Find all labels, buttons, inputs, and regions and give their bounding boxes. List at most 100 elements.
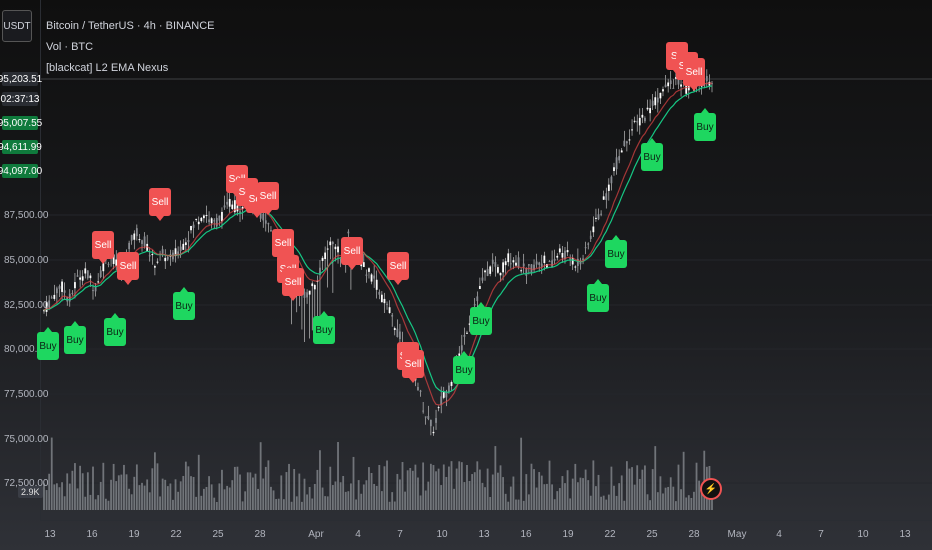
candle-body	[669, 80, 672, 85]
price-axis[interactable]: 95,203.51 02:37:13 95,007.55 94,611.99 9…	[0, 0, 49, 520]
symbol-title[interactable]: Bitcoin / TetherUS · 4h · BINANCE	[46, 20, 215, 32]
candle-body	[605, 193, 608, 201]
candle-body	[533, 264, 535, 270]
candle-body	[63, 290, 66, 293]
candle-body	[625, 141, 628, 144]
volume-bar	[687, 495, 690, 510]
volume-bar	[133, 476, 136, 510]
volume-bar	[592, 460, 595, 510]
volume-bar	[203, 488, 205, 510]
candle-body	[187, 240, 190, 243]
volume-bar	[509, 486, 512, 510]
candle-body	[494, 262, 497, 267]
volume-bar	[259, 442, 262, 510]
volume-bar	[419, 495, 422, 510]
candle-body	[174, 248, 177, 257]
volume-bar	[267, 460, 270, 510]
volume-bar	[453, 488, 455, 510]
candle-body	[424, 416, 427, 418]
candle-body	[399, 331, 401, 340]
sell-marker: Sell	[387, 252, 409, 285]
volume-bar	[574, 463, 577, 510]
buy-marker: Buy	[470, 302, 492, 335]
candle-body	[233, 200, 236, 213]
volume-bar	[76, 488, 79, 510]
time-axis[interactable]: 13 16 19 22 25 28 Apr 4 7 10 13 16 19 22…	[40, 520, 932, 550]
volume-bar	[94, 499, 97, 510]
volume-bar	[535, 487, 538, 510]
volume-bar	[264, 466, 267, 510]
candle-body	[89, 275, 92, 279]
x-label: 7	[818, 529, 824, 540]
x-label: 25	[646, 529, 658, 540]
volume-bar	[192, 476, 195, 510]
candle-body	[270, 230, 272, 232]
candle-body	[74, 282, 76, 289]
buy-marker: Buy	[605, 235, 627, 268]
currency-button[interactable]: USDT	[2, 10, 32, 42]
candle-body	[463, 335, 466, 337]
ema-indicator-label[interactable]: [blackcat] L2 EMA Nexus	[46, 62, 169, 74]
candle-body	[130, 235, 133, 241]
volume-bar	[404, 491, 406, 510]
candle-body	[388, 307, 391, 313]
volume-bar	[380, 491, 383, 510]
candle-body	[365, 274, 368, 276]
sell-marker: Sell	[683, 58, 705, 91]
candle-body	[166, 256, 169, 260]
candle-body	[81, 276, 84, 281]
volume-bar	[102, 462, 105, 510]
volume-bar	[254, 473, 257, 510]
volume-bar	[357, 480, 360, 510]
y-label: 72,500.00	[4, 478, 49, 489]
candle-body	[522, 263, 525, 267]
candle-body	[476, 296, 479, 302]
candle-body	[543, 255, 546, 263]
volume-bar	[486, 468, 489, 510]
candle-body	[391, 314, 394, 317]
volume-bar	[301, 501, 303, 510]
volume-bar	[569, 498, 572, 510]
volume-bar	[272, 490, 275, 510]
volume-bar	[159, 496, 161, 510]
volume-bar	[693, 491, 695, 510]
y-label: 85,000.00	[4, 255, 49, 266]
volume-bar	[386, 460, 388, 510]
candle-body	[656, 97, 659, 103]
volume-bar	[50, 437, 53, 510]
candle-body	[319, 267, 321, 276]
volume-bar	[659, 476, 662, 510]
y-label: 87,500.00	[4, 210, 49, 221]
volume-bar	[631, 467, 633, 510]
alert-bolt-icon[interactable]: ⚡	[700, 478, 722, 500]
volume-indicator-label[interactable]: Vol · BTC	[46, 41, 94, 53]
volume-bar	[293, 468, 296, 510]
volume-bar	[179, 481, 182, 510]
volume-bar	[117, 475, 120, 510]
sell-marker: Sell	[402, 350, 424, 383]
candle-body	[347, 231, 350, 234]
candle-body	[527, 264, 530, 266]
volume-bar	[365, 480, 368, 510]
volume-bar	[530, 463, 533, 510]
volume-bar	[440, 485, 443, 510]
candle-body	[687, 85, 690, 91]
volume-bar	[352, 456, 355, 510]
x-label: 16	[520, 529, 532, 540]
candle-body	[440, 396, 443, 406]
y-label: 80,000.00	[4, 344, 49, 355]
candle-body	[445, 391, 448, 398]
volume-bar	[164, 479, 167, 510]
candle-body	[223, 205, 226, 208]
candle-body	[600, 213, 602, 215]
candle-body	[197, 221, 200, 225]
candle-body	[561, 253, 564, 258]
volume-bar	[649, 500, 652, 510]
volume-bar	[154, 452, 156, 510]
volume-bar	[613, 485, 615, 510]
candle-body	[190, 226, 192, 231]
candle-body	[218, 215, 221, 221]
volume-bar	[339, 482, 342, 510]
